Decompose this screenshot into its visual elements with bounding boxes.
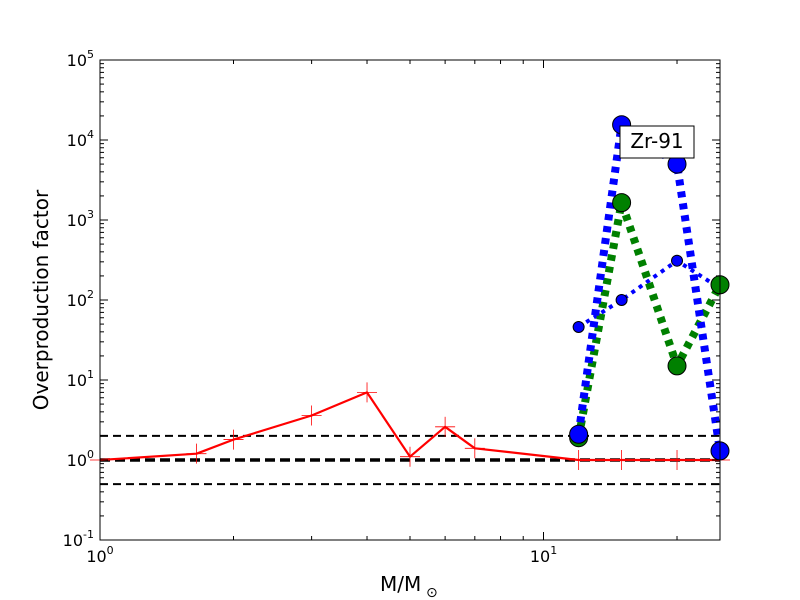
x-axis-label-text: M/M: [380, 572, 421, 596]
data-point-circle: [569, 424, 589, 444]
data-point-circle: [612, 193, 632, 213]
sun-symbol: ⊙: [426, 585, 438, 600]
data-point-plus: [464, 438, 485, 459]
x-tick-label: 101: [530, 544, 557, 566]
y-tick-label: 101: [67, 368, 94, 390]
data-point-plus: [400, 446, 420, 467]
data-point-circle: [671, 254, 684, 267]
y-tick-label: 105: [67, 48, 94, 70]
series-line-3: [574, 120, 720, 452]
x-axis-label: M/M ⊙: [380, 572, 438, 600]
data-point-plus: [357, 382, 378, 403]
data-point-plus: [223, 429, 244, 450]
data-point-plus: [667, 450, 688, 470]
data-point-plus: [611, 450, 632, 470]
data-point-circle: [667, 356, 687, 376]
y-tick-label: 102: [67, 288, 94, 310]
data-point-plus: [186, 443, 207, 464]
data-point-circle: [615, 294, 628, 306]
y-tick-label: 103: [67, 208, 94, 230]
x-tick-label: 100: [86, 544, 113, 566]
annotation-box: Zr-91: [619, 125, 695, 159]
data-point-circle: [572, 320, 585, 333]
y-tick-label: 100: [67, 448, 94, 470]
y-tick-label: 10-1: [63, 528, 94, 550]
y-axis-label: Overproduction factor: [29, 189, 53, 410]
y-tick-label: 104: [67, 128, 94, 150]
data-point-plus: [301, 405, 322, 426]
data-point-plus: [568, 450, 589, 470]
annotation-text: Zr-91: [630, 129, 683, 153]
data-point-plus: [435, 416, 456, 437]
series-line-1: [577, 258, 720, 329]
